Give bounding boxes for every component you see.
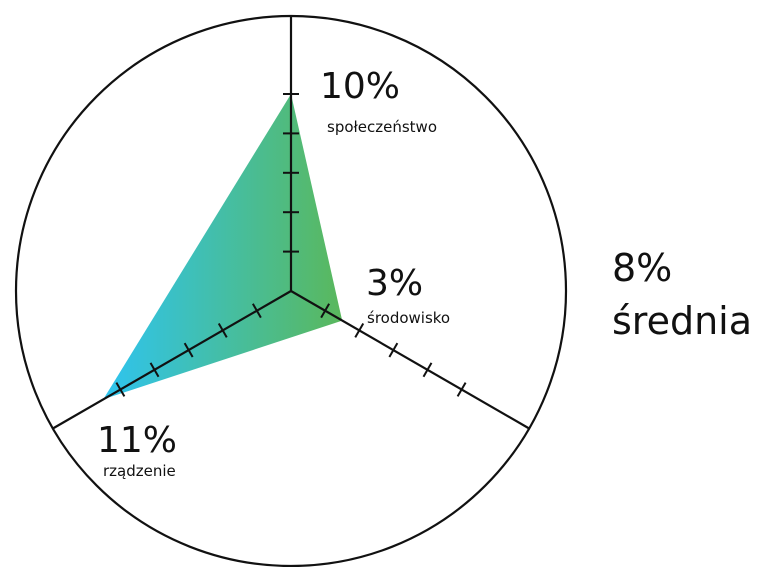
axis-label-srodowisko: środowisko (367, 309, 450, 327)
tick-srodowisko-8 (422, 362, 433, 378)
value-label-rzadzenie: 11% (97, 420, 177, 461)
value-label-srodowisko: 3% (366, 263, 423, 304)
tick-rzadzenie-2 (252, 303, 262, 319)
axis-line-srodowisko (290, 290, 530, 430)
ticks-group (115, 93, 467, 397)
tick-srodowisko-6 (388, 342, 399, 358)
axes-group (52, 16, 530, 430)
tick-rzadzenie-8 (149, 362, 160, 378)
tick-srodowisko-10 (456, 382, 467, 397)
average-value: 8% (612, 246, 672, 290)
tick-rzadzenie-10 (115, 382, 126, 397)
tick-rzadzenie-6 (183, 342, 194, 358)
axis-label-rzadzenie: rządzenie (103, 462, 176, 480)
tick-srodowisko-2 (320, 303, 330, 319)
value-label-spoleczenstwo: 10% (320, 66, 400, 107)
data-area (103, 94, 343, 400)
average-label: średnia (612, 299, 752, 343)
tick-srodowisko-4 (354, 322, 365, 338)
axis-label-spoleczenstwo: społeczeństwo (327, 118, 437, 136)
axis-line-rzadzenie (52, 290, 292, 430)
tick-rzadzenie-4 (217, 322, 228, 338)
